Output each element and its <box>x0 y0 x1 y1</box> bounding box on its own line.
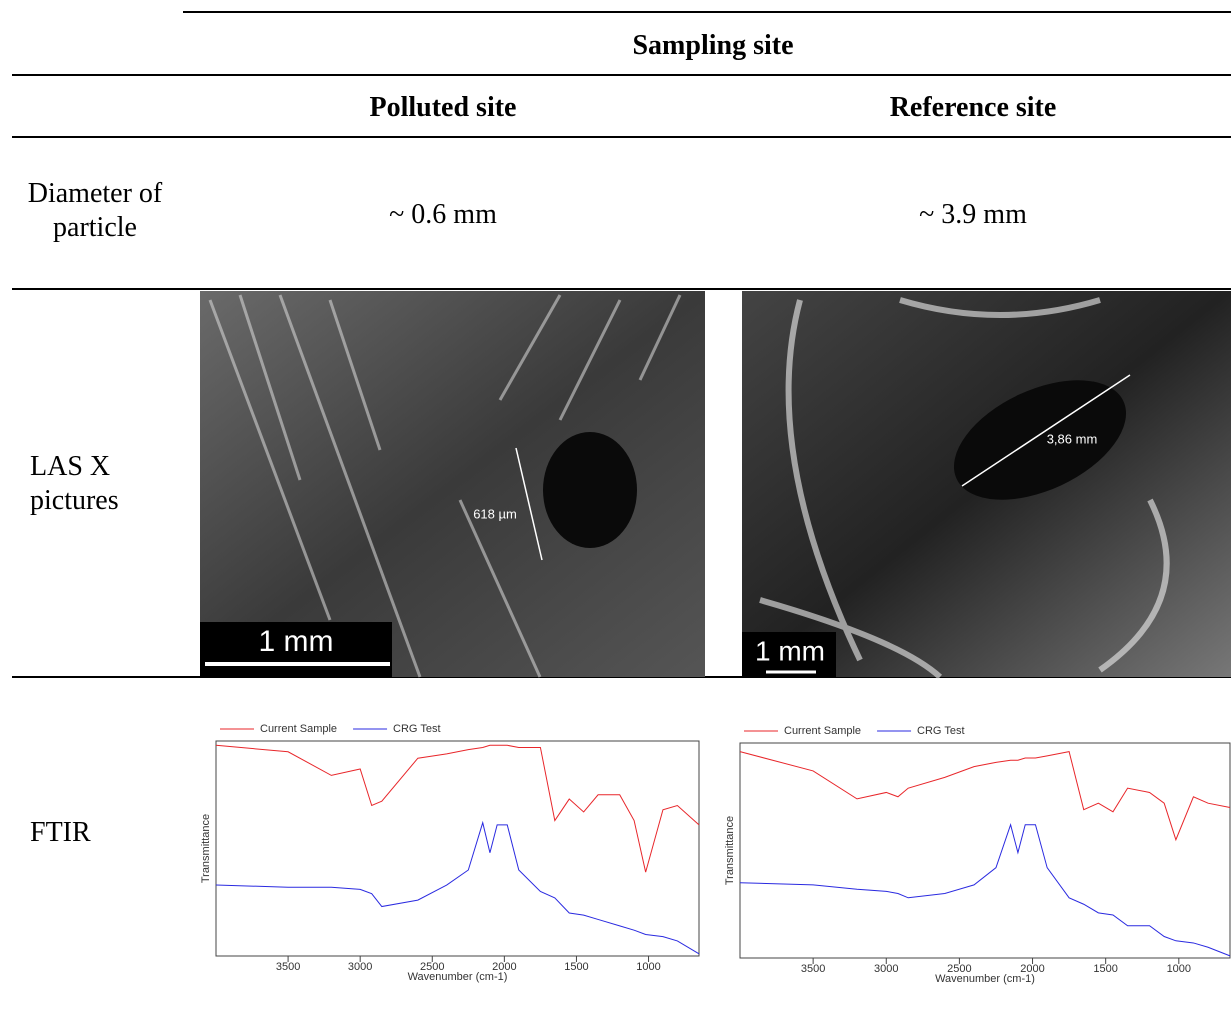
legend-label: Current Sample <box>260 723 337 735</box>
plot-frame <box>215 740 700 957</box>
row-label: FTIR <box>30 817 91 848</box>
x-tick-label: 2000 <box>492 961 516 973</box>
x-axis-label: Wavenumber (cm-1) <box>935 973 1035 985</box>
cell: ~ 3.9 mm <box>919 199 1027 230</box>
column-header: Polluted site <box>369 92 517 123</box>
spectrum-line <box>739 822 1231 957</box>
row-label: LAS X pictures <box>30 451 119 516</box>
x-tick-label: 2500 <box>420 961 444 973</box>
scale-bar-label: 1 mm <box>755 635 825 666</box>
y-axis-label: Transmittance <box>200 814 212 883</box>
microscope-image <box>200 291 705 678</box>
x-tick-label: 3000 <box>874 963 898 975</box>
x-tick-label: 1000 <box>636 961 660 973</box>
x-axis-label: Wavenumber (cm-1) <box>408 971 508 983</box>
x-tick-label: 1000 <box>1167 963 1191 975</box>
x-tick-label: 3000 <box>348 961 372 973</box>
measurement-label: 618 µm <box>473 506 517 521</box>
scale-bar-label: 1 mm <box>259 625 334 658</box>
x-tick-label: 3500 <box>276 961 300 973</box>
row-label: Diameter of particle <box>27 178 163 243</box>
spectrum-line <box>215 820 700 955</box>
x-tick-label: 2000 <box>1020 963 1044 975</box>
measurement-label: 3,86 mm <box>1047 431 1098 446</box>
column-header: Reference site <box>889 92 1057 123</box>
legend-label: Current Sample <box>784 725 861 737</box>
x-tick-label: 2500 <box>947 963 971 975</box>
spectrum-line <box>739 751 1231 842</box>
x-tick-label: 3500 <box>801 963 825 975</box>
legend-label: CRG Test <box>393 723 440 735</box>
y-axis-label: Transmittance <box>724 816 736 885</box>
spectrum-line <box>215 744 700 873</box>
cell: ~ 0.6 mm <box>389 199 497 230</box>
group-header: Sampling site <box>632 30 794 61</box>
x-tick-label: 1500 <box>564 961 588 973</box>
x-tick-label: 1500 <box>1093 963 1117 975</box>
plot-frame <box>739 742 1231 959</box>
microscope-image <box>742 291 1231 680</box>
legend-label: CRG Test <box>917 725 964 737</box>
